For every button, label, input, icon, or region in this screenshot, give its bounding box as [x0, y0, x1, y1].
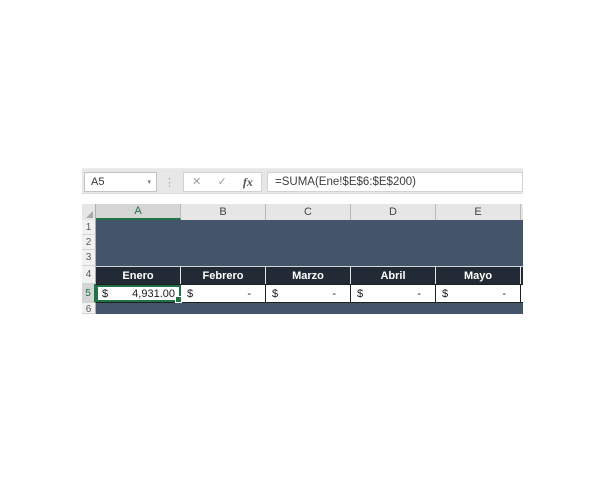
cell-d5[interactable]: $ - [351, 285, 436, 302]
row-header-3[interactable]: 3 [82, 250, 96, 266]
column-header-f-sliver [521, 204, 523, 220]
insert-function-icon[interactable]: fx [242, 175, 253, 189]
rows-1-3-navy-fill[interactable] [96, 220, 523, 266]
cell-e4-mayo[interactable]: Mayo [436, 267, 521, 284]
currency-symbol: $ [102, 287, 109, 300]
column-header-a[interactable]: A [96, 204, 181, 220]
column-header-e[interactable]: E [436, 204, 521, 220]
cell-b5[interactable]: $ - [181, 285, 266, 302]
cell-d4-abril[interactable]: Abril [351, 267, 436, 284]
row-header-4[interactable]: 4 [82, 266, 96, 284]
select-all-triangle-icon [86, 211, 93, 218]
cell-value: - [417, 287, 421, 300]
name-box-value: A5 [91, 176, 105, 188]
row-header-1[interactable]: 1 [82, 220, 96, 235]
cell-e5[interactable]: $ - [436, 285, 521, 302]
cell-a5-active[interactable]: $ 4,931.00 [96, 285, 182, 303]
column-header-b[interactable]: B [181, 204, 266, 220]
chevron-down-icon[interactable]: ▾ [147, 178, 151, 186]
row-header-6[interactable]: 6 [82, 303, 96, 314]
formula-input[interactable]: =SUMA(Ene!$E$6:$E$200) [267, 172, 523, 192]
currency-symbol: $ [442, 287, 449, 300]
month-header-row: Enero Febrero Marzo Abril Mayo [96, 266, 523, 284]
select-all-corner[interactable] [82, 204, 96, 220]
name-box[interactable]: A5 ▾ [84, 172, 157, 192]
cell-value: 4,931.00 [132, 287, 175, 300]
cell-b4-febrero[interactable]: Febrero [181, 267, 266, 284]
cell-value: - [247, 287, 251, 300]
currency-symbol: $ [187, 287, 194, 300]
currency-symbol: $ [357, 287, 364, 300]
row-header-5[interactable]: 5 [82, 284, 96, 303]
formula-bar: A5 ▾ ⋮ ✕ ✓ fx =SUMA(Ene!$E$6:$E$200) [82, 168, 523, 194]
gripper-icon: ⋮ [164, 176, 175, 189]
fill-handle[interactable] [175, 296, 182, 303]
enter-icon[interactable]: ✓ [217, 175, 227, 188]
value-row: $ 4,931.00 $ - $ - $ - $ - [96, 284, 523, 303]
column-header-d[interactable]: D [351, 204, 436, 220]
formula-buttons-group: ✕ ✓ fx [183, 172, 262, 192]
cell-c5[interactable]: $ - [266, 285, 351, 302]
cell-a4-enero[interactable]: Enero [96, 267, 181, 284]
column-header-c[interactable]: C [266, 204, 351, 220]
cell-c4-marzo[interactable]: Marzo [266, 267, 351, 284]
cell-value: - [502, 287, 506, 300]
row-header-2[interactable]: 2 [82, 235, 96, 250]
cell-value: - [332, 287, 336, 300]
row-6-navy-fill[interactable] [96, 303, 523, 314]
currency-symbol: $ [272, 287, 279, 300]
cancel-icon[interactable]: ✕ [192, 175, 202, 188]
